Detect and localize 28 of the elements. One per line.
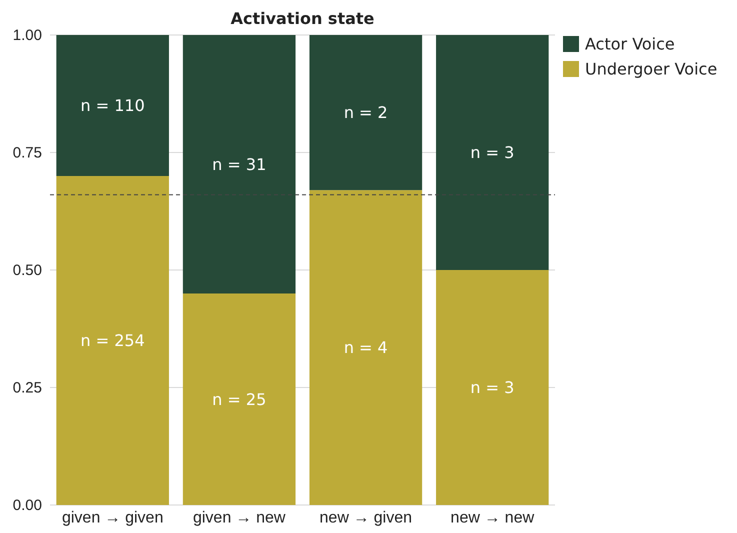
annotation: n = 254 [80, 331, 145, 350]
y-tick-label: 1.00 [12, 26, 42, 44]
chart-title: Activation state [230, 9, 375, 28]
x-tick-label: given → given [62, 509, 164, 526]
annotation: n = 3 [470, 378, 514, 398]
bar [56, 176, 169, 505]
bar [309, 190, 422, 505]
annotation: n = 31 [212, 154, 266, 174]
legend-label: Undergoer Voice [585, 60, 718, 79]
bar [436, 35, 549, 270]
x-tick-label: given → new [192, 509, 286, 526]
annotation: n = 4 [344, 338, 388, 358]
bar [182, 294, 296, 505]
bar [436, 270, 549, 505]
bar [309, 35, 422, 190]
x-tick-label: new → given [320, 509, 412, 526]
bar [182, 35, 296, 294]
x-tick-label: new → new [450, 509, 535, 526]
annotation: n = 25 [212, 390, 266, 409]
y-tick-label: 0.00 [12, 496, 42, 514]
legend-label: Actor Voice [585, 34, 675, 54]
y-tick-label: 0.25 [12, 379, 42, 396]
y-tick-label: 0.75 [12, 144, 42, 162]
annotation: n = 110 [80, 96, 145, 116]
annotation: n = 2 [344, 103, 388, 122]
bar [56, 35, 169, 176]
y-tick-label: 0.50 [12, 262, 42, 279]
annotation: n = 3 [470, 143, 514, 162]
